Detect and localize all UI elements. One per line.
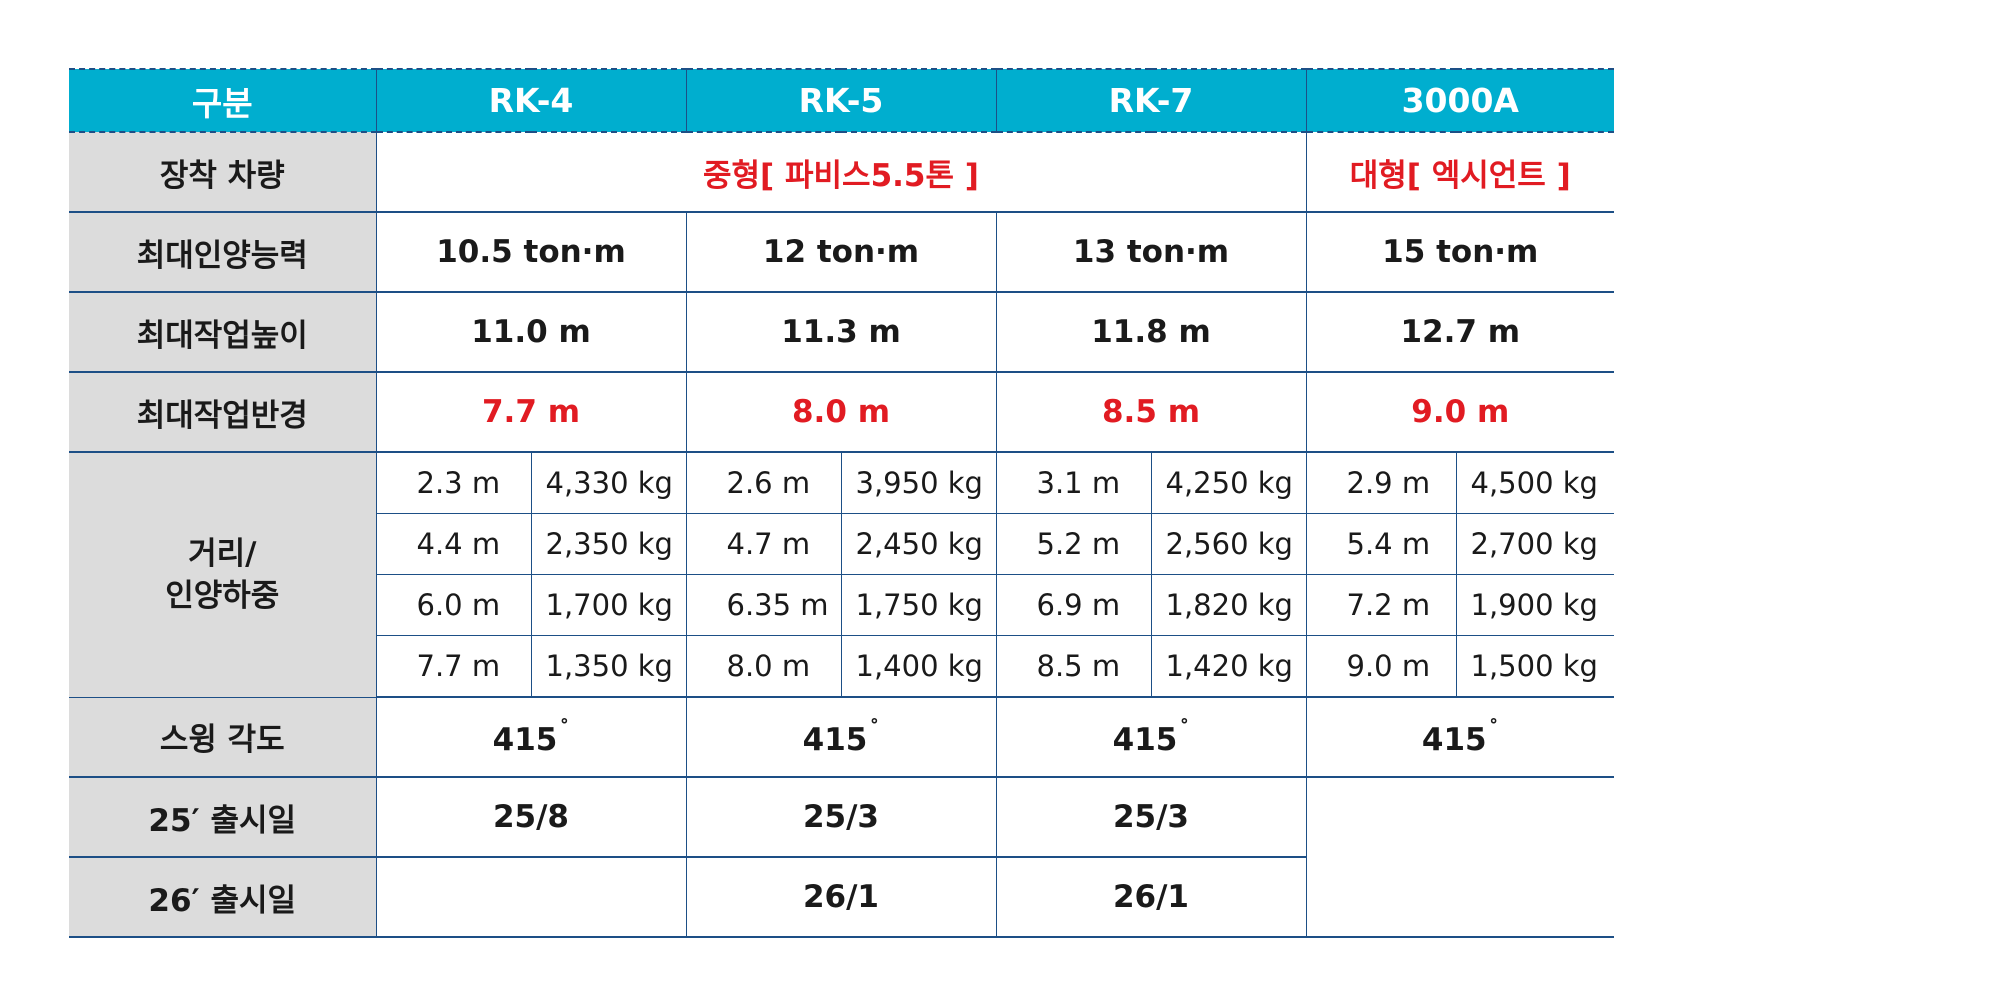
row-label: 최대작업반경 <box>69 372 376 453</box>
cell-distance: 8.5 m <box>995 635 1151 698</box>
degree-symbol: ˚ <box>1179 716 1190 741</box>
cell-load: 1,350 kg <box>530 635 686 698</box>
row-label-load-chart: 거리/ 인양하중 <box>69 452 376 698</box>
load-label-line2: 인양하중 <box>165 577 280 614</box>
cell-load: 1,400 kg <box>840 635 996 698</box>
cell-swing: 415 ˚ <box>995 697 1306 778</box>
cell-distance: 4.4 m <box>375 513 531 575</box>
degree-symbol: ˚ <box>1488 716 1499 741</box>
cell-swing: 415 ˚ <box>685 697 996 778</box>
cell-value: 26/1 <box>685 857 996 938</box>
cell-distance: 5.4 m <box>1305 513 1456 575</box>
cell-load: 2,350 kg <box>530 513 686 575</box>
cell-value: 10.5 ton·m <box>375 212 686 293</box>
cell-load: 1,700 kg <box>530 574 686 636</box>
cell-distance: 4.7 m <box>685 513 841 575</box>
spec-table: 구분 RK-4 RK-5 RK-7 3000A 장착 차량 중형[ 파비스5.5… <box>69 68 1615 938</box>
row-label: 최대작업높이 <box>69 292 376 373</box>
row-release-26: 26′ 출시일 26/1 26/1 <box>69 857 1614 938</box>
mount-medium: 중형[ 파비스5.5톤 ] <box>375 132 1306 213</box>
cell-distance: 7.2 m <box>1305 574 1456 636</box>
row-swing: 스윙 각도 415 ˚ 415 ˚ 415 ˚ 415 ˚ <box>69 697 1615 778</box>
row-label: 최대인양능력 <box>69 212 376 293</box>
cell-distance: 6.9 m <box>995 574 1151 636</box>
cell-distance: 9.0 m <box>1305 635 1456 698</box>
cell-swing: 415 ˚ <box>375 697 686 778</box>
load-row: 4.4 m 2,350 kg 4.7 m 2,450 kg 5.2 m 2,56… <box>69 513 1615 575</box>
cell-value: 9.0 m <box>1305 372 1615 453</box>
header-model-3000a: 3000A <box>1305 68 1615 133</box>
cell-value: 11.0 m <box>375 292 686 373</box>
cell-load: 1,900 kg <box>1455 574 1615 636</box>
mount-large: 대형[ 엑시언트 ] <box>1305 132 1615 213</box>
cell-empty <box>1305 777 1615 938</box>
load-label-line1: 거리/ <box>188 535 257 572</box>
cell-value <box>375 857 686 938</box>
header-model-rk7: RK-7 <box>995 68 1306 133</box>
header-model-rk5: RK-5 <box>685 68 996 133</box>
swing-value: 415 <box>802 721 868 758</box>
cell-distance: 5.2 m <box>995 513 1151 575</box>
row-max-height: 최대작업높이 11.0 m 11.3 m 11.8 m 12.7 m <box>69 292 1615 373</box>
cell-load: 4,500 kg <box>1455 452 1615 514</box>
cell-value: 11.3 m <box>685 292 996 373</box>
degree-symbol: ˚ <box>869 716 880 741</box>
load-row: 6.0 m 1,700 kg 6.35 m 1,750 kg 6.9 m 1,8… <box>69 574 1615 636</box>
cell-value: 8.5 m <box>995 372 1306 453</box>
cell-value: 25/3 <box>995 777 1306 858</box>
cell-value: 11.8 m <box>995 292 1306 373</box>
cell-distance: 2.6 m <box>685 452 841 514</box>
cell-value: 12 ton·m <box>685 212 996 293</box>
row-max-capacity: 최대인양능력 10.5 ton·m 12 ton·m 13 ton·m 15 t… <box>69 212 1615 293</box>
row-release-25: 25′ 출시일 25/8 25/3 25/3 <box>69 777 1615 938</box>
header-row: 구분 RK-4 RK-5 RK-7 3000A <box>69 68 1615 133</box>
load-row: 거리/ 인양하중 2.3 m 4,330 kg 2.6 m 3,950 kg 3… <box>69 452 1615 698</box>
cell-load: 1,820 kg <box>1150 574 1306 636</box>
cell-distance: 8.0 m <box>685 635 841 698</box>
cell-distance: 2.9 m <box>1305 452 1456 514</box>
row-label: 25′ 출시일 <box>69 777 376 858</box>
cell-value: 25/3 <box>685 777 996 858</box>
cell-value: 8.0 m <box>685 372 996 453</box>
cell-load: 2,450 kg <box>840 513 996 575</box>
cell-distance: 7.7 m <box>375 635 531 698</box>
cell-load: 2,700 kg <box>1455 513 1615 575</box>
cell-value: 25/8 <box>375 777 686 858</box>
cell-distance: 6.0 m <box>375 574 531 636</box>
cell-value: 13 ton·m <box>995 212 1306 293</box>
row-max-radius: 최대작업반경 7.7 m 8.0 m 8.5 m 9.0 m <box>69 372 1615 453</box>
swing-value: 415 <box>492 721 558 758</box>
degree-symbol: ˚ <box>559 716 570 741</box>
cell-load: 1,500 kg <box>1455 635 1615 698</box>
cell-value: 15 ton·m <box>1305 212 1615 293</box>
cell-load: 3,950 kg <box>840 452 996 514</box>
row-label: 26′ 출시일 <box>69 857 376 938</box>
swing-value: 415 <box>1112 721 1178 758</box>
cell-swing: 415 ˚ <box>1305 697 1615 778</box>
load-row: 7.7 m 1,350 kg 8.0 m 1,400 kg 8.5 m 1,42… <box>69 635 1615 698</box>
cell-value: 26/1 <box>995 857 1306 938</box>
cell-load: 2,560 kg <box>1150 513 1306 575</box>
header-category: 구분 <box>69 68 376 133</box>
swing-value: 415 <box>1421 721 1487 758</box>
cell-value: 12.7 m <box>1305 292 1615 373</box>
cell-value: 7.7 m <box>375 372 686 453</box>
row-label: 스윙 각도 <box>69 697 376 778</box>
cell-load: 4,330 kg <box>530 452 686 514</box>
row-label: 장착 차량 <box>69 132 376 213</box>
header-model-rk4: RK-4 <box>375 68 686 133</box>
cell-distance: 3.1 m <box>995 452 1151 514</box>
cell-distance: 2.3 m <box>375 452 531 514</box>
cell-load: 4,250 kg <box>1150 452 1306 514</box>
row-mount: 장착 차량 중형[ 파비스5.5톤 ] 대형[ 엑시언트 ] <box>69 132 1615 213</box>
cell-load: 1,420 kg <box>1150 635 1306 698</box>
cell-distance: 6.35 m <box>685 574 841 636</box>
cell-load: 1,750 kg <box>840 574 996 636</box>
